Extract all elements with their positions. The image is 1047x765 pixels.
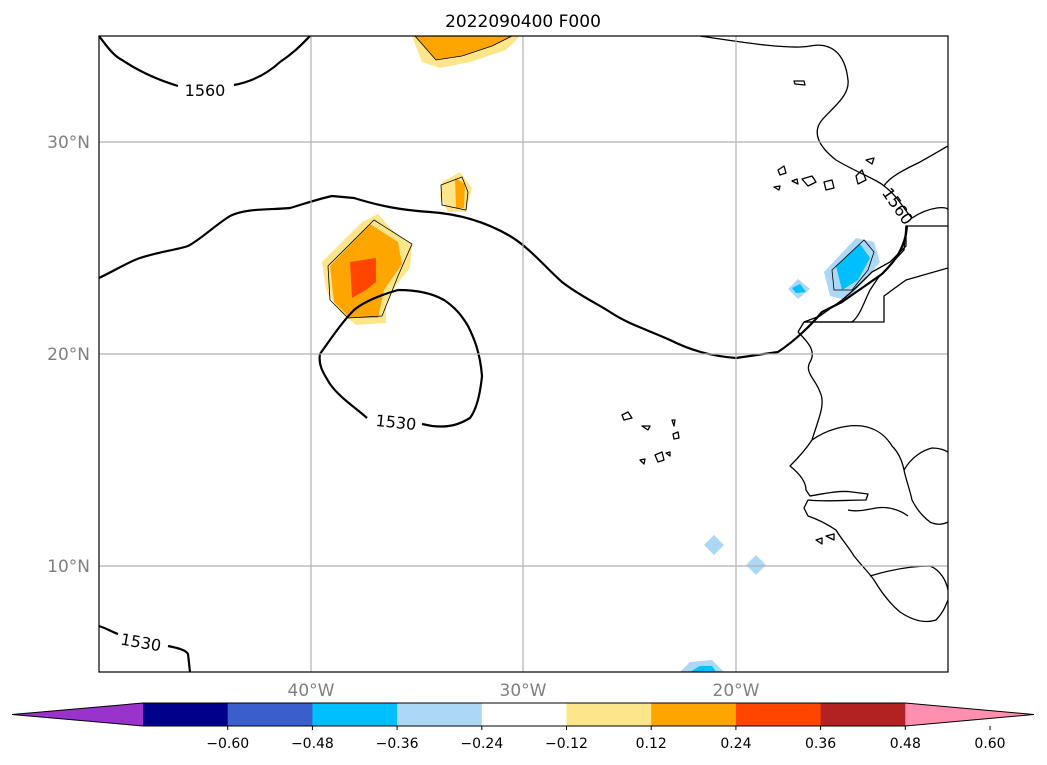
height-contours xyxy=(99,36,909,672)
positive-anomaly-main xyxy=(322,214,413,325)
contour-label: 1560 xyxy=(878,184,917,228)
lat-label: 20°N xyxy=(47,345,90,365)
colorbar-extend-high xyxy=(905,703,1034,726)
lat-label: 10°N xyxy=(47,557,90,577)
contour-label: 1530 xyxy=(375,411,417,434)
colorbar-tick-label: −0.60 xyxy=(206,736,249,752)
map-title: 2022090400 F000 xyxy=(445,12,601,32)
colorbar-tick-label: −0.12 xyxy=(545,736,588,752)
gridlines xyxy=(99,36,948,672)
colorbar-tick-label: −0.24 xyxy=(460,736,503,752)
lat-label: 30°N xyxy=(47,133,90,153)
lon-label: 40°W xyxy=(288,681,335,701)
colorbar-tick-label: 0.24 xyxy=(720,736,751,752)
colorbar-segment xyxy=(397,703,483,726)
negative-anomaly-coast xyxy=(788,238,880,300)
colorbar-segment xyxy=(143,703,229,726)
negative-anomaly-small xyxy=(680,535,766,672)
colorbar-tick-label: 0.36 xyxy=(805,736,836,752)
colorbar: −0.60 −0.48 −0.36 −0.24 −0.12 0.12 0.24 0.36 0.4… xyxy=(11,702,1035,752)
colorbar-segment xyxy=(820,703,906,726)
colorbar-tick-label: 0.12 xyxy=(636,736,667,752)
colorbar-outline xyxy=(11,702,1035,727)
map-area: 1560 1530 1530 1560 xyxy=(99,36,948,672)
lon-label: 30°W xyxy=(500,681,547,701)
colorbar-tick-label: 0.60 xyxy=(974,736,1005,752)
colorbar-segment xyxy=(227,703,313,726)
colorbar-tick-label: −0.36 xyxy=(376,736,419,752)
colorbar-segment xyxy=(651,703,737,726)
positive-anomaly-top xyxy=(412,36,520,68)
colorbar-segment xyxy=(312,703,398,726)
map-frame xyxy=(98,35,949,673)
coastlines xyxy=(621,36,948,623)
colorbar-tick-label: 0.48 xyxy=(890,736,921,752)
lon-label: 20°W xyxy=(713,681,760,701)
colorbar-extend-low xyxy=(12,703,143,726)
contour-label: 1560 xyxy=(185,81,226,100)
colorbar-tick-label: −0.48 xyxy=(291,736,334,752)
colorbar-segment xyxy=(735,703,822,726)
colorbar-segment xyxy=(481,703,567,726)
positive-anomaly-small xyxy=(440,172,472,212)
colorbar-segment xyxy=(566,703,652,726)
contour-label: 1530 xyxy=(119,630,162,656)
